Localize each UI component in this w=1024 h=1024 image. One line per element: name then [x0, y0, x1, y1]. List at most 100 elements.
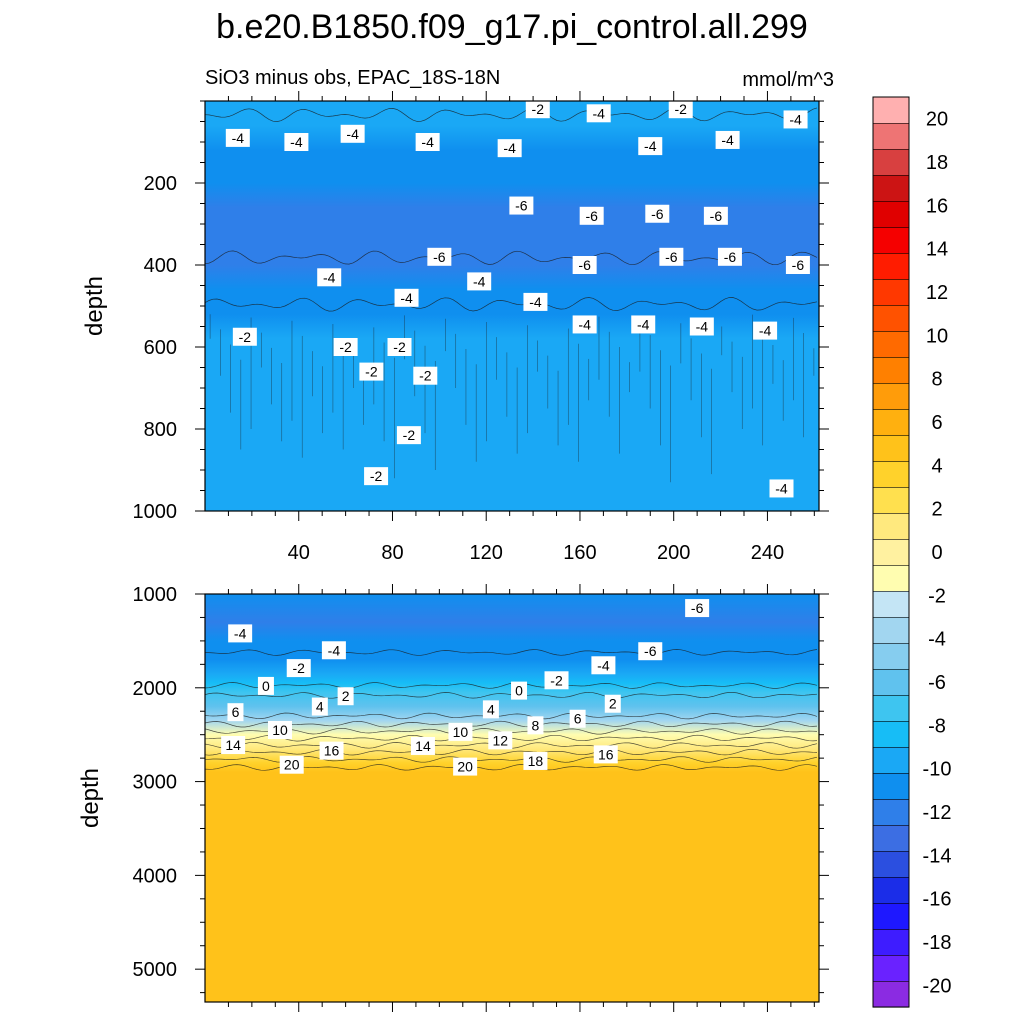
contour-label: -4	[321, 641, 346, 660]
contour-label: -2	[359, 362, 384, 381]
colorbar-cell	[872, 460, 910, 488]
contour-label-text: -4	[789, 111, 802, 127]
contour-label: -4	[586, 104, 611, 123]
colorbar-cell	[872, 174, 910, 202]
y-tick-label: 2000	[133, 678, 178, 700]
contour-label-text: -2	[239, 329, 252, 345]
contour-label: -2	[286, 659, 311, 678]
contour-label-text: -4	[592, 105, 605, 121]
contour-label-box	[410, 736, 435, 755]
contour-label: -4	[689, 317, 714, 336]
contour-label: -4	[497, 139, 522, 158]
contour-line	[205, 297, 818, 312]
contour-label-box	[593, 745, 618, 764]
contour-label: 4	[311, 697, 328, 716]
colorbar-tick-label: -20	[923, 975, 952, 997]
contour-line	[205, 748, 818, 756]
contour-label: 14	[221, 736, 246, 755]
contour-label-box	[769, 479, 794, 498]
contour-label: -4	[591, 656, 616, 675]
contour-label-text: -2	[293, 660, 306, 676]
upper-contour-labels: -4 -4 -4 -4 -2 -4 -2 -4 -4 -4 -4 -6 -6 -6 -6 -6 -6 -6 -6 -6…	[225, 100, 810, 498]
contour-label-box	[668, 100, 693, 119]
contour-label: -4	[394, 288, 419, 307]
contour-label-box	[267, 721, 292, 739]
colorbar-tick-label: 14	[926, 239, 948, 261]
contour-label-box	[591, 656, 616, 675]
contour-label: -6	[638, 642, 663, 661]
colorbar-cell	[872, 96, 910, 124]
contour-label: -2	[413, 366, 438, 385]
contour-label: -6	[427, 247, 452, 266]
contour-label-box	[340, 124, 365, 143]
contour-label-box	[311, 697, 328, 716]
contour-label-box	[364, 467, 389, 486]
colorbar-cell	[872, 200, 910, 228]
contour-label-text: 8	[532, 717, 540, 733]
colorbar-cell	[872, 252, 910, 280]
contour-label-box	[579, 206, 604, 225]
contour-label: -4	[631, 315, 656, 334]
colorbar-cell	[872, 694, 910, 722]
contour-label-text: 16	[324, 743, 340, 759]
colorbar-tick-label: -6	[928, 672, 946, 694]
contour-label: -2	[387, 338, 412, 356]
colorbar-cell	[872, 876, 910, 904]
contour-label-text: -4	[759, 323, 772, 339]
x-tick-label: 200	[657, 542, 690, 564]
contour-label-text: -4	[473, 273, 486, 289]
colorbar-tick-label: -12	[923, 802, 952, 824]
contour-label-text: 16	[598, 746, 614, 762]
contour-label: -6	[685, 599, 710, 618]
contour-label-text: 20	[457, 759, 473, 775]
contour-label-box	[396, 426, 421, 445]
y-tick-label: 4000	[133, 865, 178, 887]
contour-label-text: -6	[578, 257, 591, 273]
contour-label: 0	[257, 676, 274, 695]
contour-label-text: 10	[272, 722, 288, 738]
contour-label-text: -2	[532, 101, 545, 117]
contour-label: -6	[572, 256, 597, 274]
contour-label-box	[638, 642, 663, 661]
colorbar-cell	[872, 590, 910, 618]
colorbar-cell	[872, 564, 910, 592]
contour-label: -4	[340, 124, 365, 143]
lower-panel: -6 -4 -4 -6 -4 -2 -2 0 0 2 2 4 4 6 6 8 10 10 12 14 14 16 16 18 2…	[77, 584, 829, 1012]
upper-field	[205, 101, 819, 511]
contour-label: -6	[703, 206, 728, 225]
contour-label-box	[337, 687, 354, 706]
contour-label-box	[604, 694, 621, 713]
contour-label: -4	[769, 479, 794, 498]
colorbar-cell	[872, 798, 910, 826]
contour-label-text: 18	[528, 753, 544, 769]
x-tick-label: 240	[751, 542, 784, 564]
contour-label-text: -4	[400, 290, 413, 306]
contour-label-text: -2	[393, 339, 406, 355]
contour-line	[205, 756, 818, 763]
contour-label: -4	[523, 292, 548, 311]
y-tick-label: 1000	[133, 501, 178, 523]
colorbar-frame	[872, 96, 910, 1008]
contour-label: 2	[337, 687, 354, 706]
contour-label-text: -4	[775, 480, 788, 496]
contour-label-text: -6	[665, 249, 678, 265]
lower-contour-labels: -6 -4 -4 -6 -4 -2 -2 0 0 2 2 4 4 6 6 8 10 10 12 14 14 16 16 18 2…	[221, 599, 710, 776]
contour-label: 10	[448, 722, 473, 741]
contour-label-box	[232, 327, 257, 346]
colorbar-cell	[872, 824, 910, 852]
colorbar-cell	[872, 772, 910, 800]
contour-label-box	[631, 315, 656, 334]
contour-label: -2	[544, 671, 569, 690]
contour-label-box	[685, 599, 710, 618]
contour-label-box	[703, 206, 728, 225]
x-tick-label: 160	[563, 542, 596, 564]
x-tick-label: 120	[470, 542, 503, 564]
colorbar-cell	[872, 928, 910, 956]
contour-label-text: -4	[721, 132, 734, 148]
y-tick-label: 600	[144, 337, 177, 359]
contour-label-text: -4	[637, 316, 650, 332]
contour-label-box	[415, 133, 440, 151]
contour-label-box	[715, 130, 740, 149]
colorbar-cell	[872, 642, 910, 670]
